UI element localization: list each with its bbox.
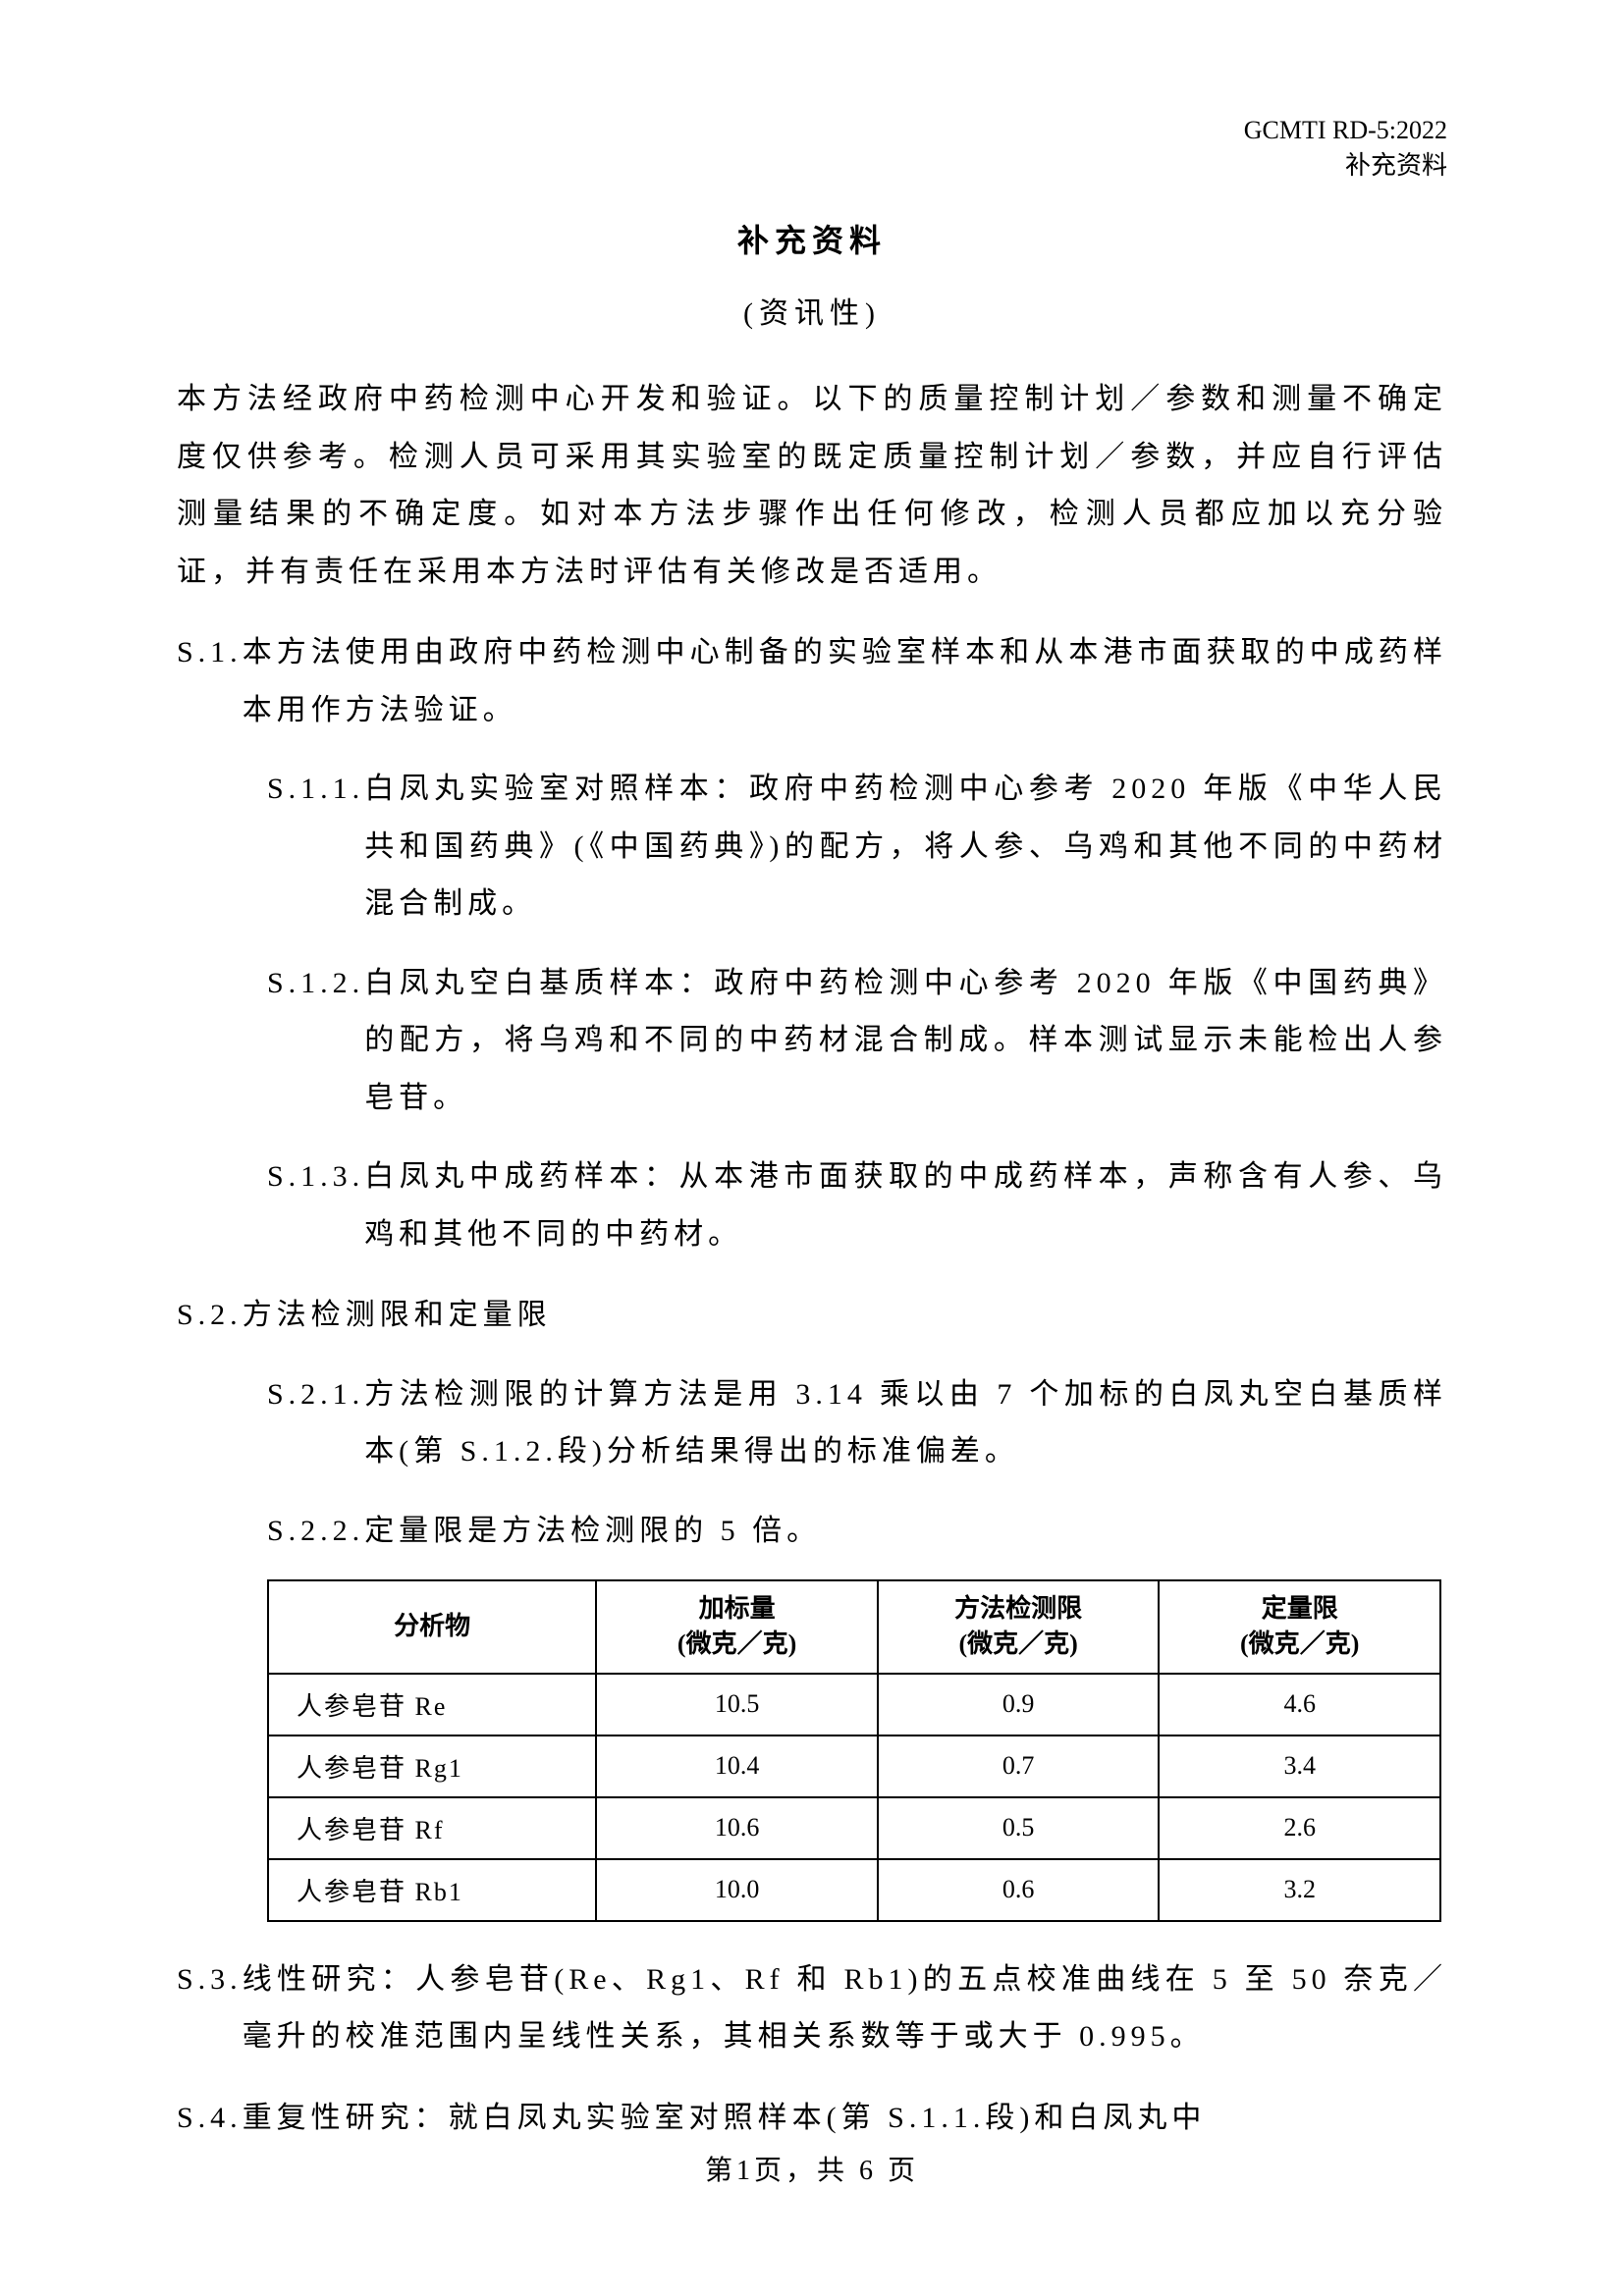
cell-loq: 3.2 [1159, 1859, 1440, 1921]
s4-body: 重复性研究：就白凤丸实验室对照样本(第 S.1.1.段)和白凤丸中 [243, 2090, 1447, 2148]
cell-analyte: 人参皂苷 Rf [268, 1797, 596, 1859]
section-s2-2: S.2.2. 定量限是方法检测限的 5 倍。 [177, 1503, 1447, 1561]
s2-label: S.2. [177, 1287, 243, 1345]
th-analyte: 分析物 [268, 1580, 596, 1674]
s2-2-body: 定量限是方法检测限的 5 倍。 [364, 1503, 1447, 1561]
limits-table: 分析物 加标量(微克／克) 方法检测限(微克／克) 定量限(微克／克) 人参皂苷… [267, 1579, 1441, 1922]
header-right: GCMTI RD-5:2022 补充资料 [1244, 113, 1447, 185]
section-s3: S.3. 线性研究：人参皂苷(Re、Rg1、Rf 和 Rb1)的五点校准曲线在 … [177, 1951, 1447, 2066]
s2-body: 方法检测限和定量限 [243, 1287, 1447, 1345]
cell-mdl: 0.6 [878, 1859, 1160, 1921]
cell-mdl: 0.5 [878, 1797, 1160, 1859]
section-s2-1: S.2.1. 方法检测限的计算方法是用 3.14 乘以由 7 个加标的白凤丸空白… [177, 1366, 1447, 1481]
cell-mdl: 0.7 [878, 1735, 1160, 1797]
page-footer: 第1页，共 6 页 [0, 2149, 1624, 2188]
section-s1-2: S.1.2. 白凤丸空白基质样本：政府中药检测中心参考 2020 年版《中国药典… [177, 955, 1447, 1128]
table-row: 人参皂苷 Rb1 10.0 0.6 3.2 [268, 1859, 1440, 1921]
section-s4: S.4. 重复性研究：就白凤丸实验室对照样本(第 S.1.1.段)和白凤丸中 [177, 2090, 1447, 2148]
section-s1-1: S.1.1. 白凤丸实验室对照样本：政府中药检测中心参考 2020 年版《中华人… [177, 761, 1447, 934]
th-loq: 定量限(微克／克) [1159, 1580, 1440, 1674]
s1-2-label: S.1.2. [267, 955, 364, 1128]
s3-body: 线性研究：人参皂苷(Re、Rg1、Rf 和 Rb1)的五点校准曲线在 5 至 5… [243, 1951, 1447, 2066]
doc-id: GCMTI RD-5:2022 [1244, 113, 1447, 148]
th-spike: 加标量(微克／克) [596, 1580, 878, 1674]
s1-label: S.1. [177, 624, 243, 739]
s1-1-label: S.1.1. [267, 761, 364, 934]
section-s1-3: S.1.3. 白凤丸中成药样本：从本港市面获取的中成药样本，声称含有人参、乌鸡和… [177, 1148, 1447, 1263]
intro-paragraph: 本方法经政府中药检测中心开发和验证。以下的质量控制计划／参数和测量不确定度仅供参… [177, 371, 1447, 601]
page-subtitle: (资讯性) [177, 289, 1447, 332]
s1-3-label: S.1.3. [267, 1148, 364, 1263]
s3-label: S.3. [177, 1951, 243, 2066]
cell-loq: 4.6 [1159, 1674, 1440, 1735]
th-mdl: 方法检测限(微克／克) [878, 1580, 1160, 1674]
cell-analyte: 人参皂苷 Re [268, 1674, 596, 1735]
section-s1: S.1. 本方法使用由政府中药检测中心制备的实验室样本和从本港市面获取的中成药样… [177, 624, 1447, 739]
s1-2-body: 白凤丸空白基质样本：政府中药检测中心参考 2020 年版《中国药典》的配方，将乌… [364, 955, 1447, 1128]
s1-1-body: 白凤丸实验室对照样本：政府中药检测中心参考 2020 年版《中华人民共和国药典》… [364, 761, 1447, 934]
section-s2: S.2. 方法检测限和定量限 [177, 1287, 1447, 1345]
s1-3-body: 白凤丸中成药样本：从本港市面获取的中成药样本，声称含有人参、乌鸡和其他不同的中药… [364, 1148, 1447, 1263]
s2-1-body: 方法检测限的计算方法是用 3.14 乘以由 7 个加标的白凤丸空白基质样本(第 … [364, 1366, 1447, 1481]
s1-body: 本方法使用由政府中药检测中心制备的实验室样本和从本港市面获取的中成药样本用作方法… [243, 624, 1447, 739]
table-row: 人参皂苷 Re 10.5 0.9 4.6 [268, 1674, 1440, 1735]
cell-spike: 10.6 [596, 1797, 878, 1859]
cell-mdl: 0.9 [878, 1674, 1160, 1735]
cell-spike: 10.0 [596, 1859, 878, 1921]
s4-label: S.4. [177, 2090, 243, 2148]
cell-spike: 10.5 [596, 1674, 878, 1735]
s2-1-label: S.2.1. [267, 1366, 364, 1481]
doc-type: 补充资料 [1244, 148, 1447, 184]
s2-2-label: S.2.2. [267, 1503, 364, 1561]
cell-analyte: 人参皂苷 Rg1 [268, 1735, 596, 1797]
page: GCMTI RD-5:2022 补充资料 补充资料 (资讯性) 本方法经政府中药… [0, 0, 1624, 2296]
cell-loq: 3.4 [1159, 1735, 1440, 1797]
table-header-row: 分析物 加标量(微克／克) 方法检测限(微克／克) 定量限(微克／克) [268, 1580, 1440, 1674]
page-title: 补充资料 [177, 216, 1447, 261]
cell-analyte: 人参皂苷 Rb1 [268, 1859, 596, 1921]
cell-spike: 10.4 [596, 1735, 878, 1797]
table-row: 人参皂苷 Rg1 10.4 0.7 3.4 [268, 1735, 1440, 1797]
cell-loq: 2.6 [1159, 1797, 1440, 1859]
table-row: 人参皂苷 Rf 10.6 0.5 2.6 [268, 1797, 1440, 1859]
